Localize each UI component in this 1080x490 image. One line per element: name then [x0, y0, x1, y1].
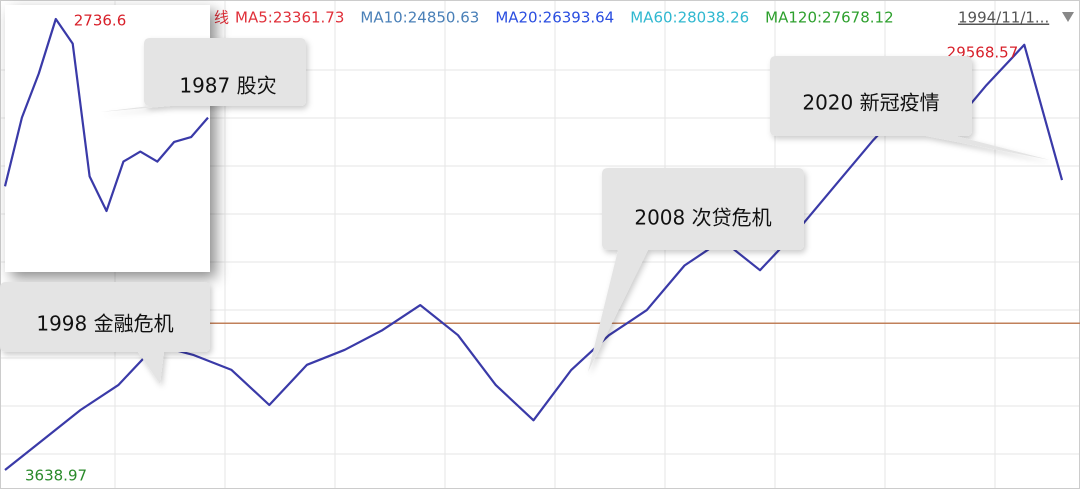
legend-entry: 线 [214, 9, 229, 27]
callout-shape [588, 168, 804, 372]
legend-entry: MA60:28038.26 [630, 9, 749, 27]
dropdown-arrow [1062, 12, 1074, 22]
legend-entry: MA120:27678.12 [765, 9, 893, 27]
legend: 线 MA5:23361.73 MA10:24850.63 MA20:26393.64 M… [214, 9, 1074, 27]
price-line [3, 17, 209, 213]
annotation: 2020 新冠疫情 [802, 91, 939, 115]
annotation: 1987 股灾 [179, 74, 276, 98]
callout-shape [0, 282, 210, 384]
high-label: 2736.6 [74, 12, 127, 30]
legend-entry: MA5:23361.73 [235, 9, 344, 27]
callouts: 1987 股灾 1998 金融危机 2008 次贷危机 2020 新冠疫情 [0, 38, 1050, 384]
legend-entry: MA10:24850.63 [360, 9, 479, 27]
date-label: 1994/11/1... [958, 9, 1049, 27]
annotation: 1998 金融危机 [36, 312, 173, 336]
low-label: 3638.97 [25, 467, 87, 485]
callout [0, 38, 1050, 384]
legend-entry: MA20:26393.64 [495, 9, 614, 27]
callout-shape [770, 56, 1050, 160]
callout-shape [100, 38, 306, 112]
annotation: 2008 次贷危机 [634, 206, 771, 230]
